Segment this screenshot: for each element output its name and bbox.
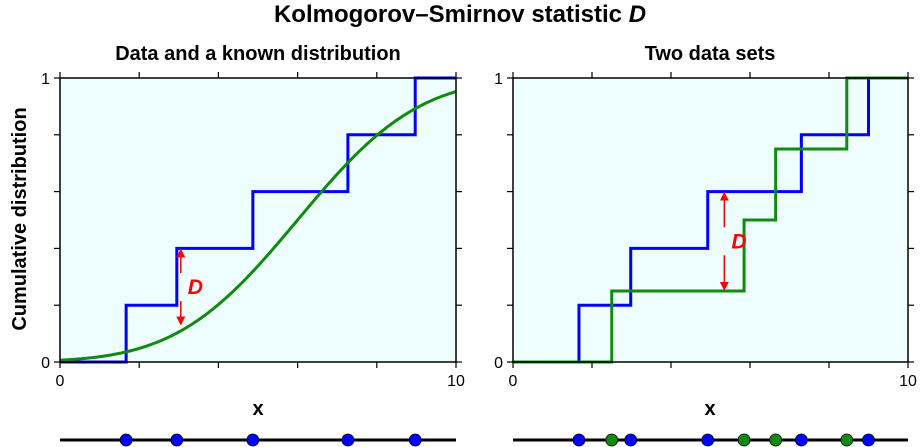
- y-tick-label: 0: [494, 355, 503, 372]
- y-axis-label: Cumulative distribution: [9, 107, 31, 330]
- data-point: [737, 433, 751, 447]
- series-line-1: [513, 76, 908, 364]
- plot-background: [513, 78, 908, 362]
- plot-frame: [512, 77, 909, 363]
- d-label: D: [731, 230, 746, 253]
- y-tick-label: 1: [41, 71, 50, 88]
- data-point: [572, 433, 586, 447]
- data-point: [119, 433, 133, 447]
- data-point: [408, 433, 422, 447]
- panel-two-data-sets: Two data sets D 0 10 0 1 x: [494, 43, 917, 447]
- data-point: [170, 433, 184, 447]
- series-line-0: [60, 76, 456, 364]
- data-point: [840, 433, 854, 447]
- data-point: [341, 433, 355, 447]
- panel-known-distribution: Data and a known distribution D 0 10 0 1 x: [41, 43, 465, 447]
- data-point: [794, 433, 808, 447]
- series-line-1: [59, 90, 457, 362]
- series-line-0: [513, 76, 908, 364]
- y-tick-label: 0: [41, 355, 50, 372]
- data-point: [862, 433, 875, 447]
- x-tick-label: 10: [899, 373, 917, 390]
- d-label: D: [188, 276, 203, 299]
- x-tick-label: 10: [447, 373, 465, 390]
- plot-frame: [59, 77, 457, 363]
- data-point: [769, 433, 783, 447]
- data-point: [701, 433, 715, 447]
- data-point: [246, 433, 260, 447]
- x-axis-label: x: [252, 398, 263, 420]
- data-point: [605, 433, 619, 447]
- data-point: [624, 433, 638, 447]
- figure-title: Kolmogorov–Smirnov statistic D: [274, 1, 646, 28]
- x-tick-label: 0: [509, 373, 518, 390]
- panel-title: Two data sets: [645, 43, 776, 65]
- x-tick-label: 0: [56, 373, 65, 390]
- y-tick-label: 1: [494, 71, 503, 88]
- x-axis-label: x: [704, 398, 715, 420]
- panel-title: Data and a known distribution: [115, 43, 401, 65]
